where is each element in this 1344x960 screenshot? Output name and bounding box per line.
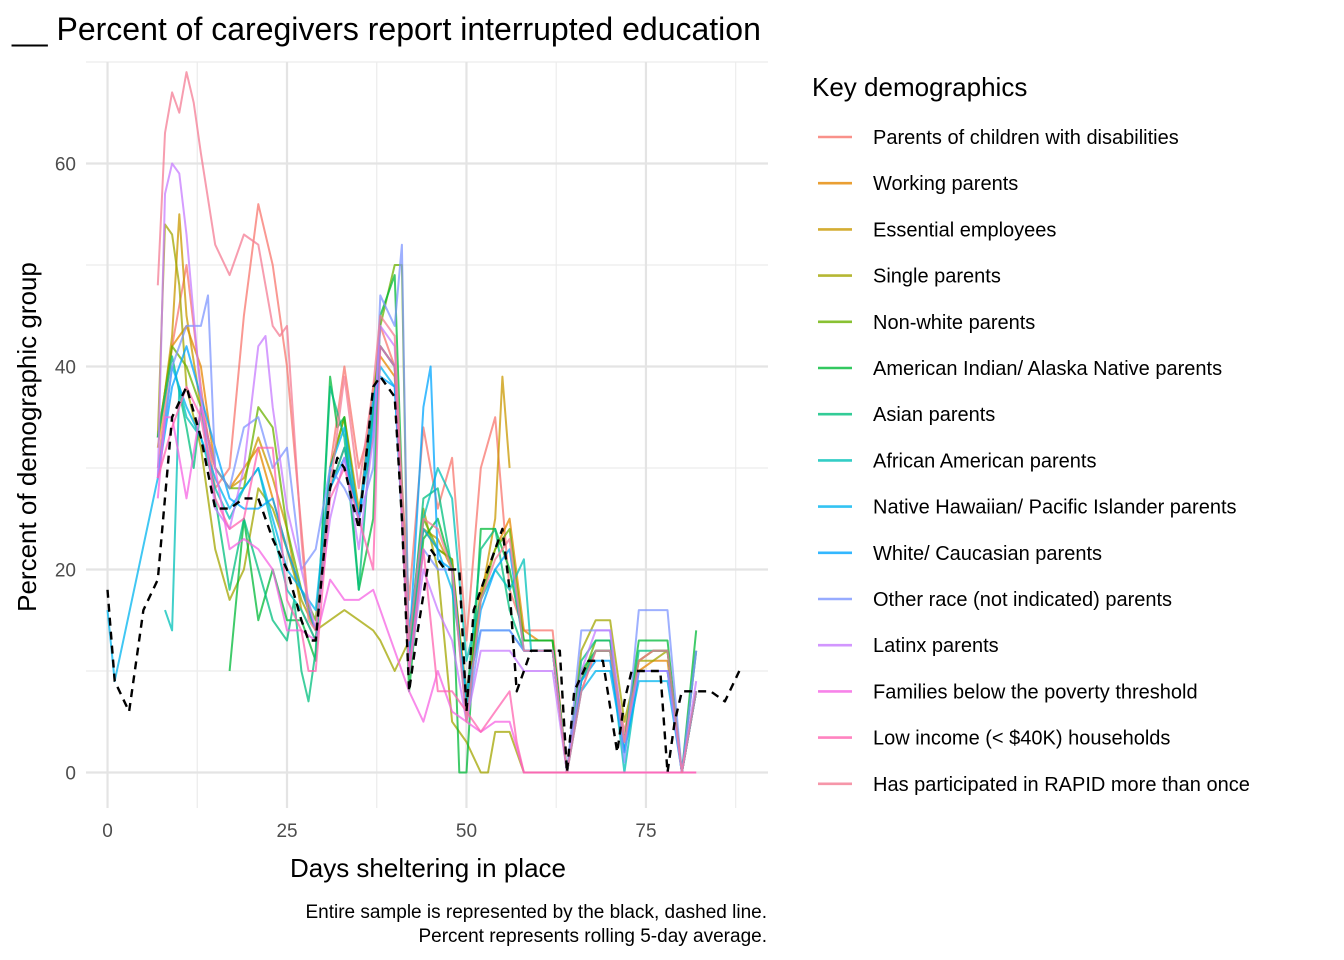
- series-lines: [106, 71, 698, 774]
- y-tick-label: 40: [55, 357, 76, 378]
- legend-label: African American parents: [873, 450, 1096, 472]
- legend-label: White/ Caucasian parents: [873, 543, 1102, 565]
- legend-label: Parents of children with disabilities: [873, 127, 1179, 149]
- x-tick-label: 25: [276, 821, 297, 842]
- legend-label: Other race (not indicated) parents: [873, 589, 1172, 611]
- legend-label: Families below the poverty threshold: [873, 681, 1198, 703]
- legend: Parents of children with disabilities Wor…: [818, 127, 1250, 796]
- legend-label: Has participated in RAPID more than once: [873, 774, 1250, 796]
- legend-label: Non-white parents: [873, 312, 1035, 334]
- legend-label: Working parents: [873, 173, 1018, 195]
- minor-gridlines: [86, 61, 768, 808]
- x-tick-label: 50: [456, 821, 477, 842]
- legend-label: Asian parents: [873, 404, 995, 426]
- x-tick-label: 75: [635, 821, 656, 842]
- legend-label: Low income (< $40K) households: [873, 728, 1170, 750]
- y-tick-label: 20: [55, 560, 76, 581]
- legend-title: Key demographics: [812, 72, 1027, 102]
- x-axis-tick-labels: 0 25 50 75: [102, 821, 656, 842]
- series-line-14: [156, 345, 697, 774]
- series-line-15: [156, 71, 698, 774]
- legend-label: Latinx parents: [873, 635, 999, 657]
- legend-label: Essential employees: [873, 219, 1056, 241]
- x-tick-label: 0: [102, 821, 113, 842]
- y-axis-title: Percent of demographic group: [12, 262, 42, 612]
- chart-title: __ Percent of caregivers report interrup…: [11, 11, 761, 47]
- y-tick-label: 60: [55, 154, 76, 175]
- caption-line-1: Entire sample is represented by the blac…: [305, 902, 767, 923]
- y-axis-tick-labels: 0 20 40 60: [55, 154, 76, 784]
- legend-label: American Indian/ Alaska Native parents: [873, 358, 1222, 380]
- legend-label: Single parents: [873, 266, 1001, 288]
- y-tick-label: 0: [65, 763, 76, 784]
- x-axis-title: Days sheltering in place: [290, 853, 566, 883]
- caption-line-2: Percent represents rolling 5-day average…: [418, 926, 767, 947]
- legend-label: Native Hawaiian/ Pacific Islander parent…: [873, 497, 1237, 519]
